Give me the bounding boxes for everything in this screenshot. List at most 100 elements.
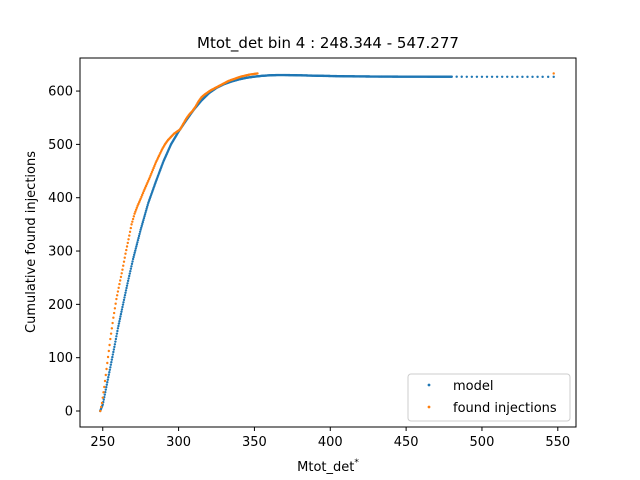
data-point (120, 308, 124, 311)
data-point (99, 409, 102, 413)
data-point (135, 206, 139, 209)
data-point (150, 172, 153, 175)
data-point (119, 275, 123, 279)
data-point (130, 265, 133, 268)
data-point (104, 390, 107, 394)
data-point (495, 75, 499, 78)
data-point (123, 293, 127, 297)
x-axis-label-text: Mtot_det (297, 460, 354, 475)
y-axis-label: Cumulative found injections (24, 151, 39, 333)
data-point (526, 75, 529, 79)
data-point (118, 320, 121, 323)
data-point (131, 220, 134, 223)
data-point (103, 379, 107, 383)
data-point (137, 234, 141, 238)
y-tick-label: 600 (48, 85, 73, 100)
data-point (516, 75, 519, 79)
data-point (112, 348, 116, 351)
data-point (127, 238, 130, 241)
y-tick-label: 200 (48, 298, 73, 313)
x-tick-label: 500 (470, 435, 495, 450)
data-point (109, 366, 112, 369)
data-point (112, 316, 115, 319)
x-tick-label: 300 (166, 435, 191, 450)
data-point (145, 207, 148, 210)
data-point (128, 234, 131, 237)
data-point (107, 376, 110, 379)
data-point (140, 195, 143, 199)
data-point (125, 286, 128, 290)
y-tick-label: 100 (48, 351, 73, 366)
data-point (132, 215, 136, 218)
legend: model found injections (407, 373, 571, 422)
data-point (118, 282, 121, 286)
data-point (102, 391, 105, 394)
data-point (138, 230, 142, 233)
data-point (103, 385, 106, 389)
plot-area (80, 58, 576, 427)
y-axis-ticks: 0 100 200 300 400 500 600 (48, 85, 80, 420)
data-point (142, 218, 145, 222)
data-point (134, 247, 137, 250)
data-point (121, 303, 125, 306)
data-point (455, 75, 458, 78)
data-point (138, 232, 141, 236)
data-point (511, 75, 514, 79)
data-point (125, 248, 128, 252)
data-point (140, 193, 144, 197)
data-point (485, 75, 489, 78)
data-point (120, 272, 123, 275)
data-point (110, 360, 113, 364)
data-point (119, 312, 123, 316)
data-point (117, 286, 120, 290)
x-tick-label: 550 (545, 435, 570, 450)
data-point (109, 363, 113, 366)
data-point (130, 223, 133, 226)
series-found-injections (99, 72, 555, 413)
data-point (115, 297, 118, 301)
data-point (123, 296, 126, 299)
data-point (114, 340, 117, 343)
data-point (134, 210, 137, 213)
data-point (110, 327, 114, 330)
data-point (102, 398, 105, 401)
data-point (126, 241, 129, 245)
data-point (131, 217, 135, 221)
data-point (151, 168, 155, 172)
data-point (119, 315, 122, 318)
data-point (480, 75, 484, 78)
data-point (475, 75, 479, 78)
data-point (124, 291, 127, 294)
data-point (126, 282, 129, 285)
data-point (116, 329, 119, 333)
data-point (107, 373, 111, 376)
data-point (122, 301, 125, 304)
data-point (104, 388, 107, 391)
data-point (125, 245, 129, 248)
data-point (129, 226, 133, 230)
data-point (140, 226, 143, 229)
chart-title: Mtot_det bin 4 : 248.344 - 547.277 (197, 34, 459, 53)
data-point (123, 256, 126, 259)
data-point (105, 385, 108, 389)
data-point (139, 197, 142, 200)
data-point (99, 405, 103, 409)
x-axis-label-superscript: * (354, 458, 359, 468)
data-point (111, 355, 114, 359)
data-point (112, 311, 116, 315)
legend-marker-found-injections (427, 405, 431, 409)
data-point (136, 238, 140, 242)
data-point (112, 350, 115, 354)
data-point (101, 396, 104, 399)
data-point (465, 75, 468, 78)
data-point (108, 371, 111, 374)
data-point (142, 217, 146, 220)
x-axis-label: Mtot_det* (297, 458, 359, 475)
data-point (146, 203, 149, 207)
data-point (117, 324, 120, 328)
data-point (129, 269, 132, 273)
data-point (500, 75, 504, 78)
data-point (460, 75, 463, 78)
y-tick-label: 300 (48, 245, 73, 260)
data-point (122, 298, 126, 302)
